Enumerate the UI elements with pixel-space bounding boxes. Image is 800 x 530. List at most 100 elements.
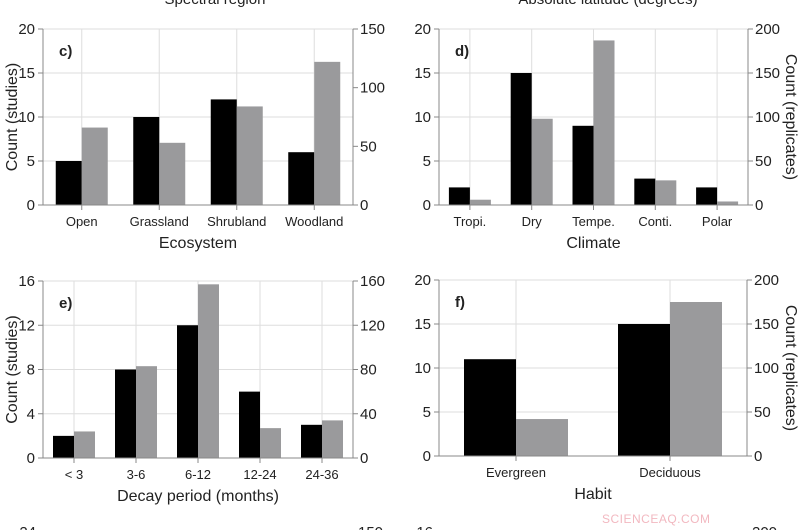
y-tick-label-right: 150 [754, 316, 779, 333]
bar-replicates [74, 431, 95, 458]
panel-label: c) [59, 43, 72, 60]
y-tick-label-right: 150 [755, 65, 780, 82]
x-axis-title: Habit [574, 486, 612, 503]
bar-replicates [260, 428, 281, 458]
bottom-partial-tick: 200 [752, 524, 777, 530]
x-tick-label: 24-36 [305, 467, 338, 482]
y-tick-label-right: 100 [360, 80, 385, 97]
y-tick-label-left: 0 [423, 448, 431, 465]
bottom-partial-tick: 16 [416, 524, 433, 530]
bar-studies [634, 178, 656, 205]
x-tick-label: Woodland [285, 214, 343, 229]
y-tick-label-left: 15 [414, 316, 431, 333]
y-tick-label-right: 0 [755, 197, 763, 214]
x-tick-label: Tropi. [454, 214, 487, 229]
x-tick-label: < 3 [65, 467, 83, 482]
y-tick-label-left: 10 [414, 360, 431, 377]
y-tick-label-left: 5 [423, 404, 431, 421]
bar-replicates [81, 127, 108, 205]
y-tick-label-left: 20 [414, 21, 431, 38]
bar-studies [239, 391, 260, 458]
x-axis-title: Decay period (months) [117, 488, 279, 505]
y-tick-label-right: 160 [360, 273, 385, 290]
y-axis-title-left: Count (studies) [4, 63, 21, 172]
x-tick-label: Shrubland [207, 214, 266, 229]
top-title-left: Spectral region [165, 0, 266, 8]
y-tick-label-left: 16 [18, 273, 35, 290]
bar-studies [464, 359, 516, 456]
bar-replicates [322, 420, 343, 458]
y-tick-label-left: 12 [18, 317, 35, 334]
y-tick-label-right: 0 [754, 448, 762, 465]
y-tick-label-right: 50 [754, 404, 771, 421]
bar-replicates [159, 142, 186, 205]
x-axis-title: Climate [566, 235, 620, 252]
bar-replicates [198, 284, 219, 458]
y-tick-label-left: 20 [18, 21, 35, 38]
bar-studies [301, 424, 322, 458]
y-tick-label-left: 5 [27, 153, 35, 170]
bar-studies [210, 99, 237, 205]
bar-studies [115, 369, 136, 458]
y-tick-label-left: 0 [27, 450, 35, 467]
panel-c: Open Grassland Shrubland Woodland 0 5 10 15 20 0 5… [4, 21, 385, 252]
bar-studies [177, 325, 198, 458]
y-tick-label-right: 200 [754, 272, 779, 289]
bar-studies [510, 73, 532, 205]
bar-studies [618, 324, 670, 456]
x-tick-label: Evergreen [486, 465, 546, 480]
y-tick-label-left: 15 [18, 65, 35, 82]
y-tick-label-left: 20 [414, 272, 431, 289]
bar-replicates [593, 40, 615, 205]
x-tick-label: 12-24 [243, 467, 276, 482]
y-tick-label-right: 120 [360, 317, 385, 334]
x-tick-label: Dry [522, 214, 543, 229]
bar-studies [572, 125, 594, 205]
x-tick-label: Grassland [130, 214, 189, 229]
y-tick-label-left: 0 [423, 197, 431, 214]
y-tick-label-left: 15 [414, 65, 431, 82]
bar-replicates [314, 61, 341, 205]
bar-replicates [670, 302, 722, 456]
bottom-partial-tick: 150 [358, 524, 383, 530]
x-tick-label: Deciduous [639, 465, 701, 480]
panel-label: e) [59, 295, 72, 312]
bar-studies [53, 435, 74, 458]
bar-studies [55, 161, 82, 205]
x-tick-label: Conti. [638, 214, 672, 229]
y-tick-label-left: 4 [27, 406, 35, 423]
y-tick-label-left: 10 [414, 109, 431, 126]
bar-replicates [469, 199, 491, 205]
watermark: SCIENCEAQ.COM [602, 512, 711, 526]
bar-studies [133, 117, 160, 205]
bottom-partial-tick: 24 [19, 524, 36, 530]
y-tick-label-left: 8 [27, 362, 35, 379]
y-axis-title-right: Count (replicates) [782, 54, 799, 180]
y-tick-label-right: 100 [755, 109, 780, 126]
y-tick-label-right: 40 [360, 406, 377, 423]
bar-replicates [655, 180, 677, 205]
bar-studies [448, 187, 470, 205]
y-tick-label-left: 10 [18, 109, 35, 126]
y-tick-label-right: 80 [360, 362, 377, 379]
panel-f: Evergreen Deciduous05101520050100150200f)… [414, 272, 799, 503]
panel-d: Tropi. Dry Tempe. Conti. Polar05101520050100… [414, 21, 799, 252]
y-tick-label-right: 100 [754, 360, 779, 377]
x-tick-label: 3-6 [127, 467, 146, 482]
top-title-right: Absolute latitude (degrees) [518, 0, 697, 8]
panel-label: f) [455, 294, 465, 311]
y-tick-label-right: 50 [360, 138, 377, 155]
bar-studies [696, 187, 718, 205]
bar-replicates [236, 106, 263, 205]
bar-replicates [516, 419, 568, 456]
bar-replicates [717, 201, 739, 205]
panel-label: d) [455, 43, 469, 60]
y-tick-label-right: 0 [360, 197, 368, 214]
y-axis-title-left: Count (studies) [4, 315, 21, 424]
x-tick-label: 6-12 [185, 467, 211, 482]
y-tick-label-right: 0 [360, 450, 368, 467]
y-axis-title-right: Count (replicates) [782, 305, 799, 431]
x-tick-label: Tempe. [572, 214, 615, 229]
y-tick-label-left: 5 [423, 153, 431, 170]
